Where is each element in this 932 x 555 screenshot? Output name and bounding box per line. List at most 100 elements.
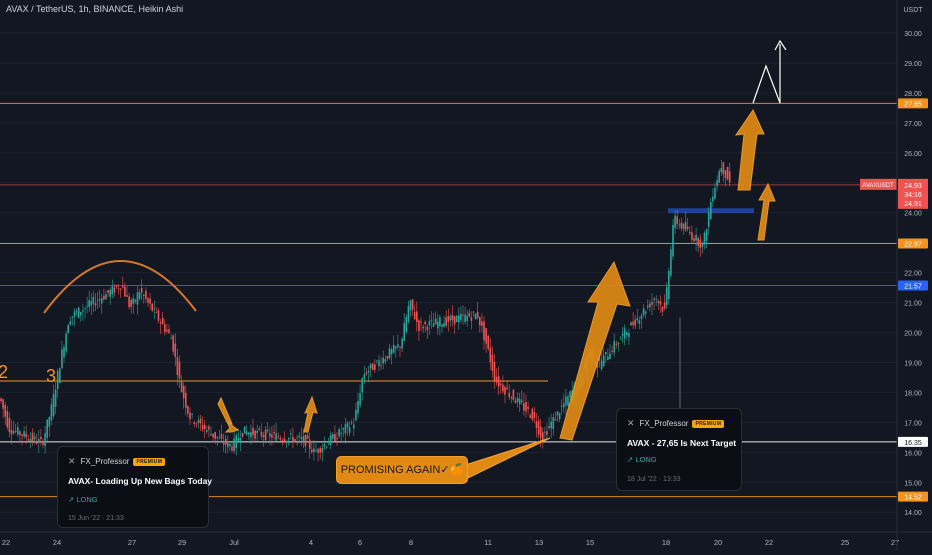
- candle-body: [722, 162, 725, 175]
- candle-body: [416, 311, 418, 323]
- candle-body: [164, 324, 166, 333]
- candle-body: [308, 439, 311, 449]
- level-tag-label: 22.97: [904, 242, 922, 249]
- x-tick-label: 20: [714, 538, 722, 547]
- candle-body: [189, 412, 191, 420]
- candle-body: [269, 433, 271, 437]
- idea-date: 18 Jul '22 · 13:33: [627, 476, 681, 483]
- candle-body: [388, 348, 391, 359]
- candle-body: [386, 356, 389, 359]
- candle-body: [697, 238, 699, 247]
- idea-author[interactable]: FX_Professor: [80, 457, 130, 466]
- candle-body: [193, 422, 195, 424]
- idea-author[interactable]: FX_Professor: [639, 419, 689, 428]
- candle-body: [197, 420, 200, 424]
- x-tick-label: 11: [484, 538, 492, 547]
- candle-body: [542, 432, 544, 441]
- candle-body: [615, 344, 618, 346]
- x-tick-label: 18: [662, 538, 670, 547]
- candle-body: [264, 429, 267, 440]
- candle-body: [35, 442, 38, 444]
- candle-body: [468, 312, 471, 317]
- candle-body: [567, 396, 569, 406]
- candle-body: [705, 229, 708, 241]
- candle-body: [159, 322, 162, 324]
- candle-body: [565, 396, 567, 406]
- candle-body: [676, 216, 678, 225]
- candle-body: [512, 389, 515, 400]
- candle-body: [695, 234, 697, 241]
- candle-body: [252, 427, 254, 436]
- up-arrow-annotation: [734, 108, 765, 191]
- candle-body: [0, 398, 2, 402]
- candle-body: [140, 287, 143, 293]
- candle-body: [290, 433, 292, 435]
- candle-body: [350, 422, 353, 424]
- candle-body: [119, 288, 122, 291]
- candle-body: [220, 434, 223, 439]
- candle-body: [279, 437, 282, 440]
- candle-body: [149, 298, 151, 304]
- idea-card-header: ✕ FX_Professor PREMIUM: [68, 456, 166, 467]
- candle-body: [453, 316, 456, 325]
- candle-body: [214, 431, 216, 439]
- level-tag: [898, 436, 928, 447]
- candle-body: [613, 341, 615, 353]
- premium-badge: PREMIUM: [692, 420, 725, 428]
- candle-body: [392, 344, 395, 353]
- candle-body: [285, 441, 288, 443]
- candle-body: [409, 300, 412, 311]
- candle-body: [103, 295, 105, 300]
- candle-body: [728, 171, 731, 183]
- candle-body: [623, 328, 626, 339]
- candle-body: [596, 363, 599, 368]
- price-countdown: 34:16: [904, 192, 922, 199]
- candle-body: [479, 316, 481, 326]
- candle-body: [229, 444, 231, 447]
- candle-body: [115, 285, 118, 288]
- candle-body: [500, 383, 502, 386]
- candle-body: [180, 381, 183, 393]
- candle-body: [166, 329, 168, 332]
- candle-body: [6, 411, 9, 428]
- x-tick-label: 8: [409, 538, 413, 547]
- currency-label: USDT: [903, 7, 923, 14]
- candle-body: [174, 343, 177, 357]
- candle-body: [523, 403, 525, 411]
- idea-title[interactable]: AVAX - 27,65 Is Next Target: [627, 438, 737, 448]
- candle-body: [260, 431, 263, 437]
- candle-body: [235, 435, 237, 448]
- idea-title[interactable]: AVAX- Loading Up New Bags Today: [68, 476, 213, 486]
- y-tick-label: 28.00: [904, 91, 922, 98]
- candle-body: [665, 287, 668, 306]
- candle-body: [621, 333, 624, 336]
- candle-body: [605, 351, 607, 355]
- candle-body: [647, 305, 649, 308]
- candle-body: [82, 310, 84, 312]
- candle-body: [224, 438, 227, 445]
- y-tick-label: 26.00: [904, 151, 922, 158]
- y-tick-label: 14.00: [904, 510, 922, 517]
- x-tick-label: 24: [53, 538, 61, 547]
- candle-body: [161, 317, 164, 325]
- candle-body: [670, 249, 672, 276]
- candle-body: [327, 443, 330, 445]
- candle-body: [598, 358, 601, 361]
- candle-body: [476, 311, 479, 318]
- price-tag: [898, 178, 928, 209]
- candle-body: [300, 437, 303, 439]
- candle-body: [88, 299, 90, 308]
- price-tag-value: 24.93: [904, 183, 922, 190]
- candle-body: [294, 439, 296, 442]
- idea-card-2[interactable]: ✕ FX_Professor PREMIUM AVAX - 27,65 Is Nex…: [616, 408, 742, 491]
- candle-body: [718, 171, 720, 183]
- idea-card-1[interactable]: ✕ FX_Professor PREMIUM AVAX- Loading Up Ne…: [57, 446, 213, 528]
- level-tag: [898, 491, 928, 502]
- candle-body: [262, 435, 265, 438]
- candle-body: [67, 325, 69, 334]
- x-tick-label: 29: [178, 538, 186, 547]
- candle-body: [661, 306, 664, 312]
- author-logo-icon: ✕: [68, 456, 76, 466]
